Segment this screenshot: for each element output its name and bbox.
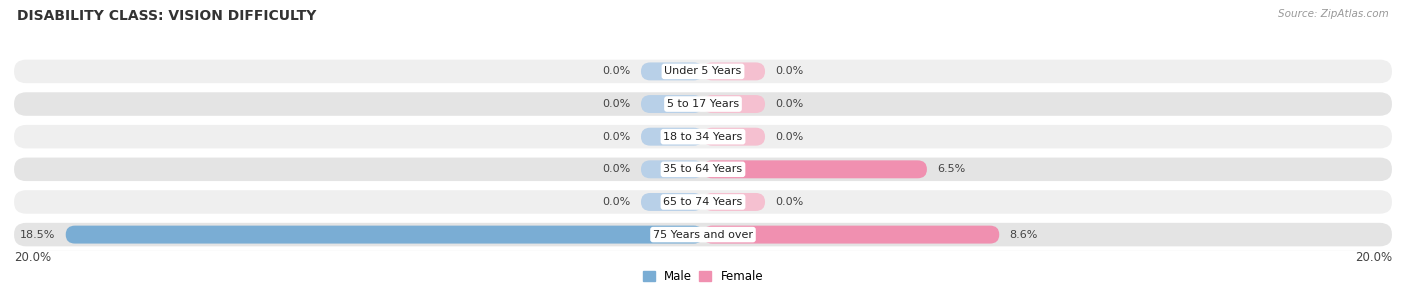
Text: 0.0%: 0.0% <box>775 66 804 76</box>
Text: 0.0%: 0.0% <box>602 99 631 109</box>
Text: 0.0%: 0.0% <box>775 197 804 207</box>
FancyBboxPatch shape <box>66 226 703 244</box>
FancyBboxPatch shape <box>703 128 765 146</box>
FancyBboxPatch shape <box>14 190 1392 214</box>
FancyBboxPatch shape <box>14 223 1392 246</box>
Text: 6.5%: 6.5% <box>938 164 966 174</box>
Text: 8.6%: 8.6% <box>1010 230 1038 240</box>
Text: 75 Years and over: 75 Years and over <box>652 230 754 240</box>
Text: 0.0%: 0.0% <box>602 66 631 76</box>
FancyBboxPatch shape <box>641 128 703 146</box>
Text: 5 to 17 Years: 5 to 17 Years <box>666 99 740 109</box>
Text: 0.0%: 0.0% <box>602 132 631 142</box>
Text: DISABILITY CLASS: VISION DIFFICULTY: DISABILITY CLASS: VISION DIFFICULTY <box>17 9 316 23</box>
FancyBboxPatch shape <box>703 226 1000 244</box>
FancyBboxPatch shape <box>703 62 765 80</box>
Text: 18.5%: 18.5% <box>20 230 55 240</box>
FancyBboxPatch shape <box>14 92 1392 116</box>
Legend: Male, Female: Male, Female <box>638 266 768 288</box>
Text: 65 to 74 Years: 65 to 74 Years <box>664 197 742 207</box>
Text: 18 to 34 Years: 18 to 34 Years <box>664 132 742 142</box>
FancyBboxPatch shape <box>703 95 765 113</box>
FancyBboxPatch shape <box>703 160 927 178</box>
FancyBboxPatch shape <box>14 125 1392 148</box>
FancyBboxPatch shape <box>14 60 1392 83</box>
Text: 0.0%: 0.0% <box>602 164 631 174</box>
FancyBboxPatch shape <box>641 62 703 80</box>
FancyBboxPatch shape <box>703 193 765 211</box>
Text: 20.0%: 20.0% <box>1355 251 1392 264</box>
Text: 0.0%: 0.0% <box>775 132 804 142</box>
Text: Under 5 Years: Under 5 Years <box>665 66 741 76</box>
Text: 0.0%: 0.0% <box>775 99 804 109</box>
Text: Source: ZipAtlas.com: Source: ZipAtlas.com <box>1278 9 1389 19</box>
FancyBboxPatch shape <box>641 95 703 113</box>
FancyBboxPatch shape <box>641 193 703 211</box>
Text: 0.0%: 0.0% <box>602 197 631 207</box>
Text: 35 to 64 Years: 35 to 64 Years <box>664 164 742 174</box>
Text: 20.0%: 20.0% <box>14 251 51 264</box>
FancyBboxPatch shape <box>14 158 1392 181</box>
FancyBboxPatch shape <box>641 160 703 178</box>
